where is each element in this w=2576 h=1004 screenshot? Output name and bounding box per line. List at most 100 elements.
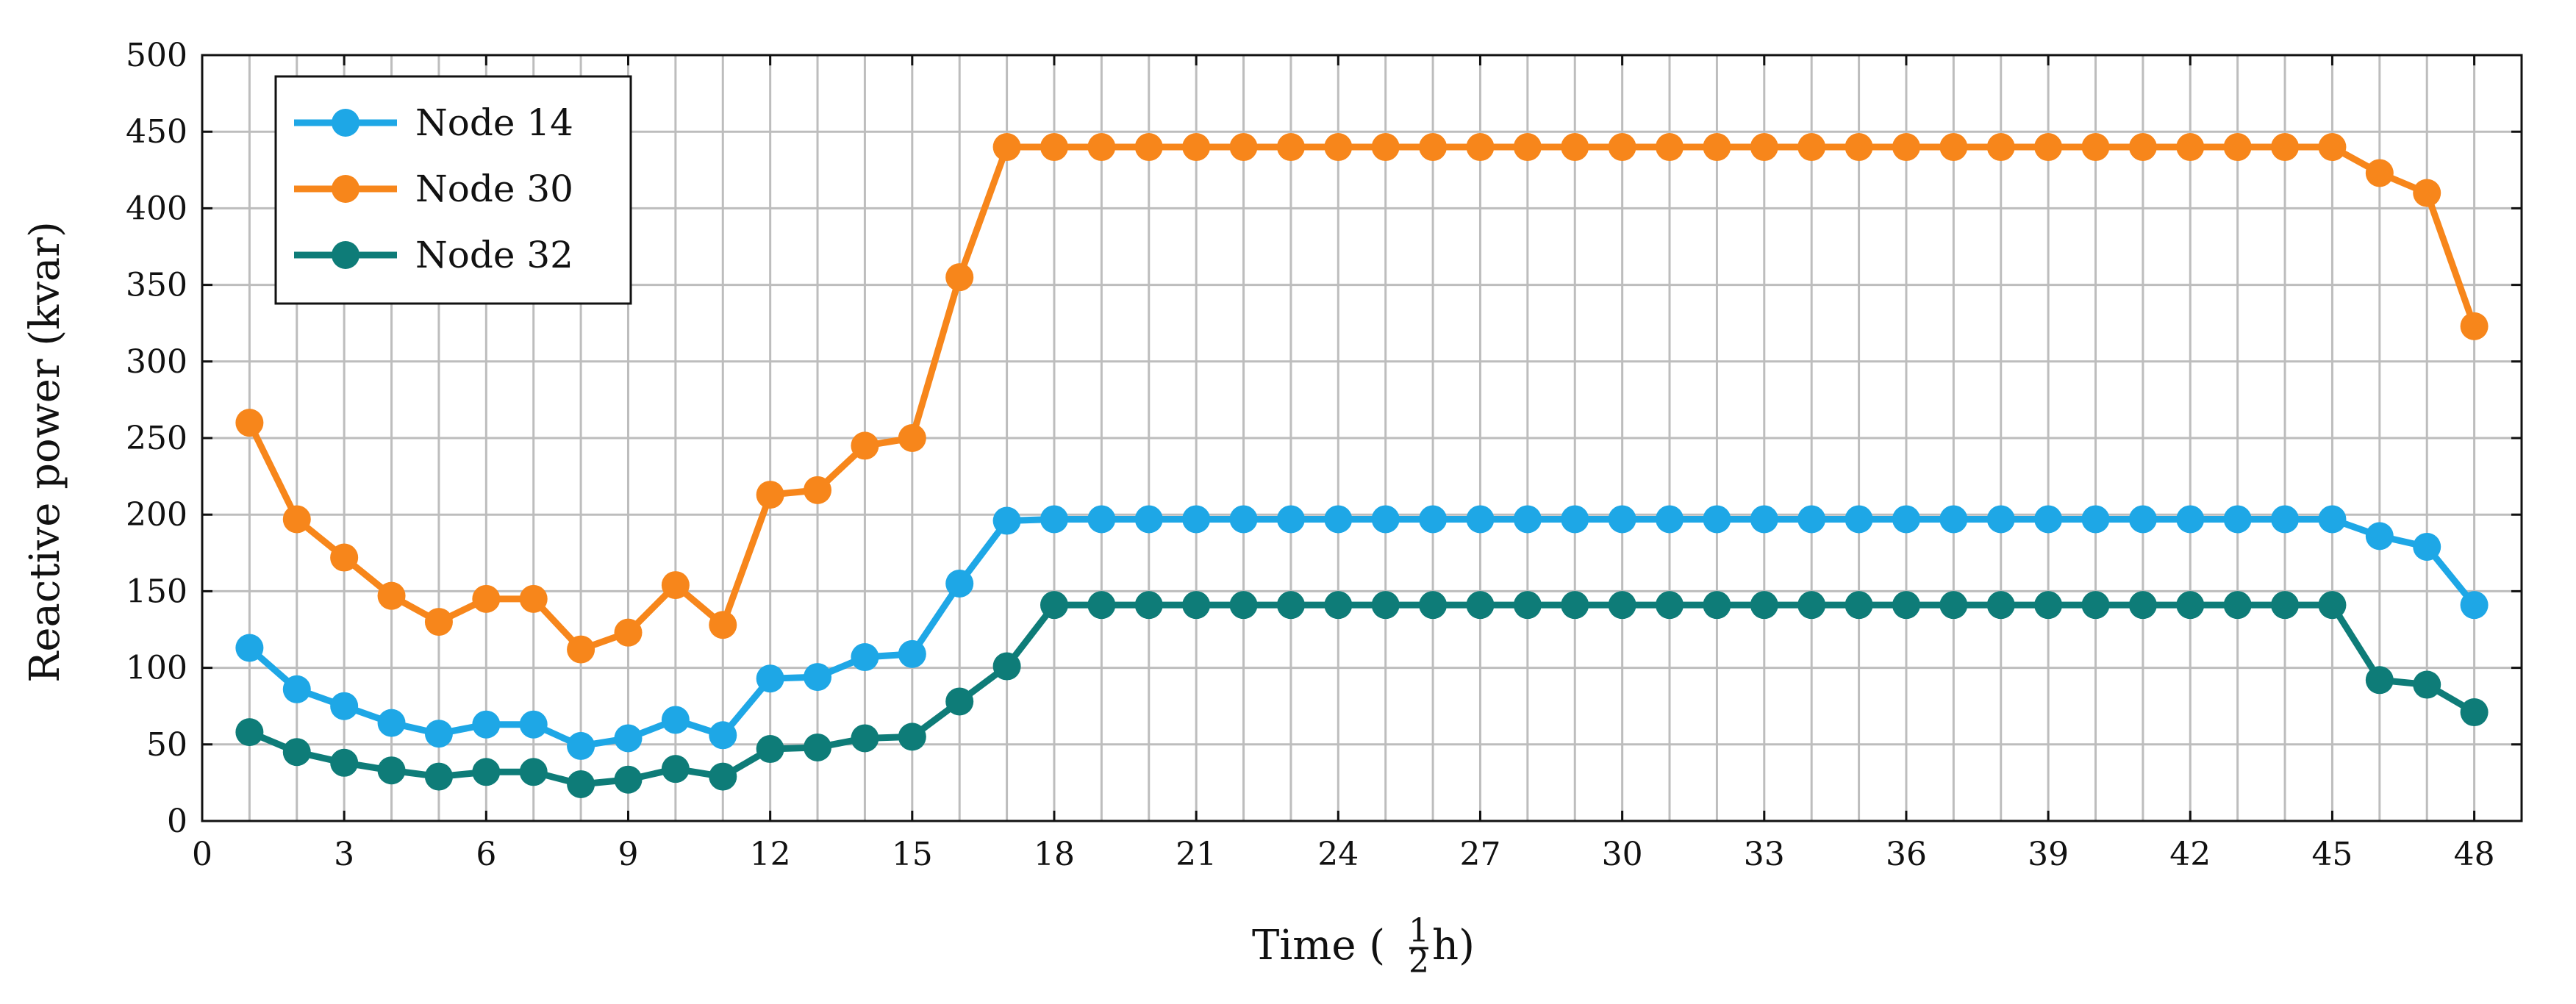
data-point xyxy=(756,481,784,509)
data-point xyxy=(472,758,501,786)
data-point xyxy=(1324,133,1353,162)
data-point xyxy=(1087,505,1116,534)
x-axis-label: Time ( 1 2 h) xyxy=(1252,912,1475,980)
data-point xyxy=(424,762,453,791)
data-point xyxy=(1134,591,1163,620)
y-tick-label: 150 xyxy=(126,573,187,610)
data-point xyxy=(2271,133,2300,162)
data-point xyxy=(851,724,879,753)
data-point xyxy=(1419,133,1448,162)
data-point xyxy=(1797,133,1826,162)
data-point xyxy=(2460,312,2489,340)
legend-label: Node 32 xyxy=(415,234,573,276)
data-point xyxy=(2176,505,2205,534)
x-axis-label-fraction-numerator: 1 xyxy=(1409,912,1429,950)
data-point xyxy=(1986,133,2015,162)
data-point xyxy=(1371,591,1400,620)
data-point xyxy=(2413,179,2441,207)
data-point xyxy=(1608,591,1636,620)
data-point xyxy=(992,506,1021,535)
data-point xyxy=(1656,505,1684,534)
data-point xyxy=(1703,133,1731,162)
data-point xyxy=(1466,505,1495,534)
data-point xyxy=(1040,133,1068,162)
data-point xyxy=(1182,133,1211,162)
x-tick-label: 12 xyxy=(750,836,791,873)
data-point xyxy=(614,765,643,794)
x-tick-label: 39 xyxy=(2028,836,2069,873)
data-point xyxy=(614,618,643,647)
data-point xyxy=(2034,133,2063,162)
data-point xyxy=(1419,505,1448,534)
data-point xyxy=(851,643,879,672)
legend-label: Node 14 xyxy=(415,101,573,144)
y-tick-label: 400 xyxy=(126,190,187,227)
data-point xyxy=(661,706,690,734)
data-point xyxy=(235,409,264,437)
y-tick-label: 500 xyxy=(126,37,187,74)
legend-items: Node 14 Node 30 Node 32 xyxy=(294,101,573,276)
data-point xyxy=(1561,505,1589,534)
data-point xyxy=(756,664,784,693)
data-point xyxy=(2318,505,2347,534)
data-point xyxy=(1845,505,1873,534)
data-point xyxy=(756,735,784,764)
data-point xyxy=(1845,133,1873,162)
data-point xyxy=(1466,133,1495,162)
x-tick-label: 48 xyxy=(2454,836,2495,873)
data-point xyxy=(1229,505,1258,534)
series-node-30 xyxy=(235,133,2489,664)
data-point xyxy=(1797,591,1826,620)
data-point xyxy=(898,424,926,452)
data-point xyxy=(614,724,643,753)
series-node-32 xyxy=(235,591,2489,798)
data-point xyxy=(330,748,359,777)
data-point xyxy=(898,639,926,668)
data-point xyxy=(1276,591,1305,620)
data-point xyxy=(1087,591,1116,620)
data-point xyxy=(851,431,879,460)
data-point xyxy=(1182,505,1211,534)
data-point xyxy=(235,634,264,662)
data-point xyxy=(709,721,737,750)
data-point xyxy=(1750,591,1778,620)
data-point xyxy=(567,731,595,760)
data-point xyxy=(2413,670,2441,699)
data-point xyxy=(424,608,453,637)
data-point xyxy=(2176,133,2205,162)
data-point xyxy=(2081,591,2110,620)
axis-ticks: 0 3 6 9 12 15 18 21 24 27 30 33 36 39 42 45 480501001502… xyxy=(126,37,2522,873)
data-point xyxy=(1324,505,1353,534)
x-tick-label: 21 xyxy=(1176,836,1217,873)
x-tick-label: 27 xyxy=(1459,836,1500,873)
data-point xyxy=(519,758,548,786)
data-point xyxy=(992,652,1021,681)
y-tick-label: 450 xyxy=(126,113,187,151)
series-group xyxy=(235,133,2489,798)
data-point xyxy=(804,476,832,504)
data-point xyxy=(1892,505,1920,534)
data-point xyxy=(2413,532,2441,561)
data-point xyxy=(1608,505,1636,534)
y-axis-label: Reactive power (kvar) xyxy=(21,221,69,683)
data-point xyxy=(2128,133,2157,162)
data-point xyxy=(2223,591,2252,620)
data-point xyxy=(2271,505,2300,534)
data-point xyxy=(282,675,311,703)
y-tick-label: 350 xyxy=(126,267,187,304)
data-point xyxy=(1892,133,1920,162)
y-tick-label: 100 xyxy=(126,650,187,687)
data-point xyxy=(472,584,501,613)
data-point xyxy=(1656,591,1684,620)
data-point xyxy=(1134,505,1163,534)
data-point xyxy=(1513,591,1542,620)
data-point xyxy=(1513,133,1542,162)
data-point xyxy=(2318,133,2347,162)
data-point xyxy=(2318,591,2347,620)
data-point xyxy=(2365,666,2394,695)
data-point xyxy=(519,584,548,613)
data-point xyxy=(1939,133,1968,162)
data-point xyxy=(1939,591,1968,620)
data-point xyxy=(1371,133,1400,162)
data-point xyxy=(1986,505,2015,534)
